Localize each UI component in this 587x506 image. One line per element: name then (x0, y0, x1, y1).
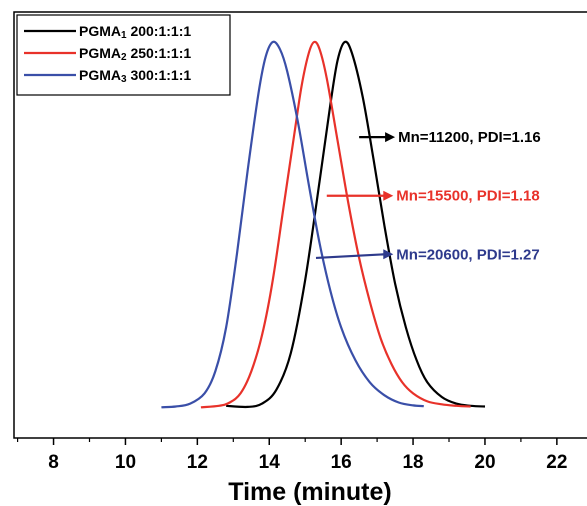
x-tick-label: 16 (331, 452, 352, 473)
annotation-layer: Mn=11200, PDI=1.16 Mn=15500, PDI=1.18 Mn=2… (315, 129, 541, 263)
series-line-1 (226, 40, 486, 409)
x-tick-label: 10 (115, 452, 136, 473)
annotation-label: Mn=20600, PDI=1.27 (396, 246, 539, 263)
x-tick-label: 20 (474, 452, 495, 473)
legend: PGMA1 200:1:1:1 PGMA2 250:1:1:1 PGMA3 300:… (16, 14, 231, 96)
x-tick-label: 22 (546, 452, 567, 473)
series-line-2 (200, 40, 471, 409)
x-tick-label: 8 (48, 452, 59, 473)
legend-label: PGMA1 200:1:1:1 (79, 23, 191, 41)
x-tick-label: 12 (187, 452, 208, 473)
annotation-arrow-head (385, 132, 396, 143)
series-layer (161, 40, 486, 409)
legend-label: PGMA2 250:1:1:1 (79, 45, 191, 63)
annotation-arrow-line (315, 253, 386, 260)
legend-label: PGMA3 300:1:1:1 (79, 67, 191, 85)
x-tick-label: 18 (402, 452, 423, 473)
annotation-label: Mn=11200, PDI=1.16 (398, 129, 541, 146)
plot-border (13, 11, 587, 439)
x-axis-title: Time (minute) (228, 478, 391, 506)
x-axis: 8 10 12 14 16 18 20 22 (16, 438, 567, 473)
plot-frame (13, 11, 587, 439)
annotation-arrow-head (383, 249, 394, 260)
series-line-3 (161, 40, 424, 409)
annotation-arrow-head (383, 190, 394, 201)
legend-box (16, 14, 231, 96)
x-tick-label: 14 (259, 452, 281, 473)
annotation-label: Mn=15500, PDI=1.18 (396, 188, 539, 205)
